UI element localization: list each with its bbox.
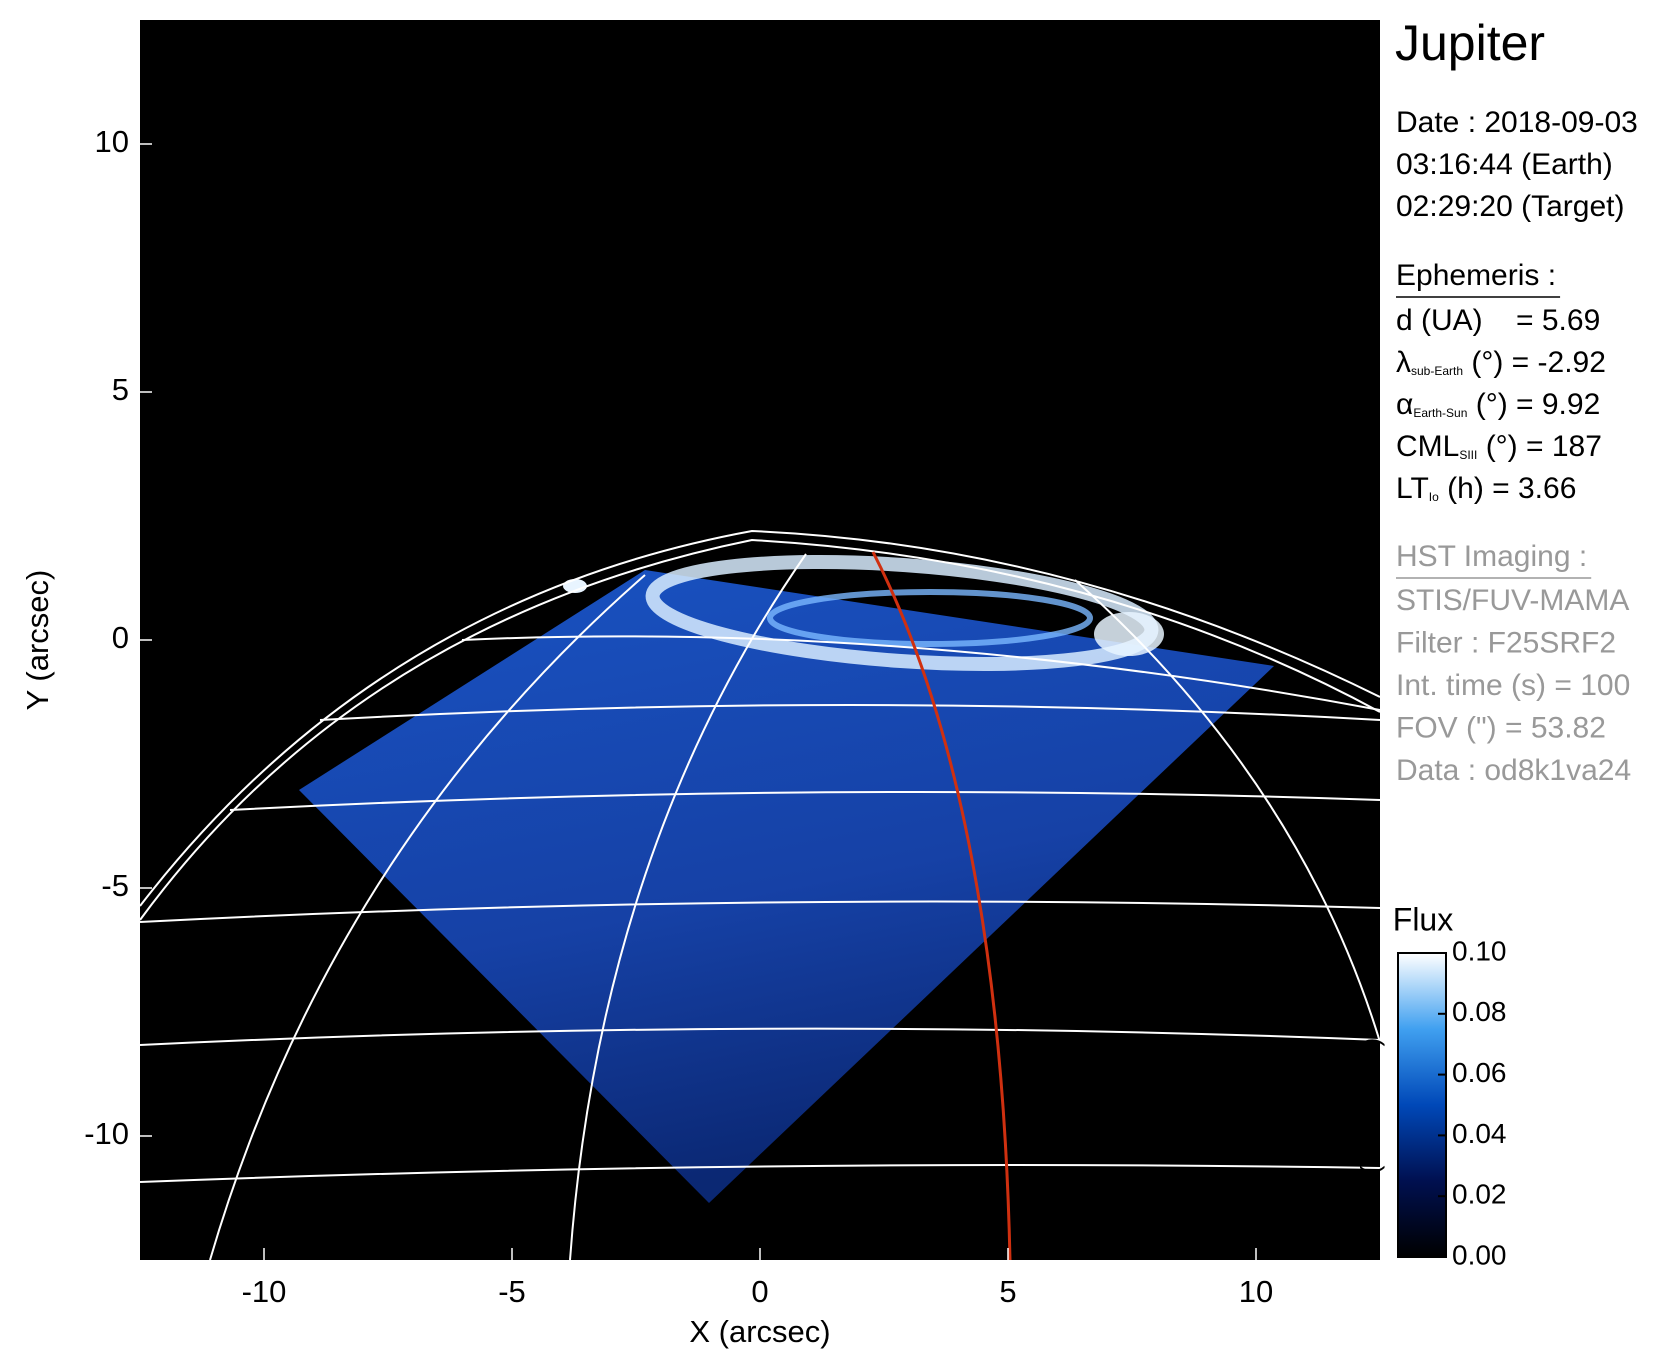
colorbar-tick-label: 0.06: [1452, 1057, 1507, 1088]
title: Jupiter: [1395, 15, 1545, 71]
colorbar-tick-label: 0.02: [1452, 1179, 1507, 1210]
info-text: CML: [1396, 430, 1459, 463]
colorbar: [1397, 952, 1447, 1258]
colorbar-title: Flux: [1393, 901, 1453, 937]
info-line: CMLSIII (°) = 187: [1396, 430, 1602, 463]
x-tick-label: 0: [751, 1274, 768, 1309]
info-text: STIS/FUV-MAMA: [1396, 584, 1629, 617]
info-text: (°) = 9.92: [1467, 388, 1600, 421]
colorbar-tick-label: 0.00: [1452, 1239, 1507, 1270]
info-line: λsub-Earth (°) = -2.92: [1396, 346, 1606, 379]
aurora-spot: [1094, 612, 1164, 656]
y-tick-label: -5: [101, 868, 129, 903]
latitude-line: [140, 1027, 1380, 1046]
info-text: (°) = 187: [1477, 430, 1602, 463]
planet-grid: [140, 529, 1380, 1260]
x-tick-label: 10: [1239, 1274, 1273, 1309]
info-subscript: SIII: [1459, 448, 1477, 462]
colorbar-tick-label: 0.10: [1452, 935, 1507, 966]
longitude-line: [209, 574, 646, 1260]
info-line: FOV (") = 53.82: [1396, 711, 1606, 744]
disk-emission: [299, 570, 1274, 1203]
x-axis-label: X (arcsec): [689, 1314, 830, 1349]
info-line: Data : od8k1va24: [1396, 754, 1631, 787]
info-text: Filter : F25SRF2: [1396, 626, 1616, 659]
date-line: 02:29:20 (Target): [1396, 190, 1624, 223]
info-heading: HST Imaging :: [1396, 540, 1587, 573]
central-meridian: [871, 551, 1012, 1260]
info-text: (h) = 3.66: [1439, 472, 1577, 505]
x-tick-label: 5: [999, 1274, 1016, 1309]
limb: [140, 529, 1380, 907]
info-text: FOV (") = 53.82: [1396, 711, 1606, 744]
info-panel: Date : 2018-09-03 03:16:44 (Earth) 02:29:2…: [1396, 106, 1638, 787]
longitude-line: [569, 553, 807, 1260]
info-line: STIS/FUV-MAMA: [1396, 584, 1629, 617]
latitude-line: [229, 791, 1380, 811]
info-text: Data : od8k1va24: [1396, 754, 1631, 787]
image: [140, 529, 1380, 1260]
info-heading: Ephemeris :: [1396, 259, 1556, 292]
info-line: αEarth-Sun (°) = 9.92: [1396, 388, 1600, 421]
info-text: d (UA) = 5.69: [1396, 304, 1600, 337]
info-text: α: [1396, 388, 1413, 421]
aurora-inner: [767, 589, 1093, 647]
y-tick-label: 5: [112, 372, 129, 407]
limb: [140, 538, 1380, 921]
latitude-line: [140, 1164, 1380, 1183]
info-line: d (UA) = 5.69: [1396, 304, 1600, 337]
info-text: (°) = -2.92: [1463, 346, 1606, 379]
latitude-line: [319, 704, 1380, 721]
colorbar-tick-label: 0.08: [1452, 996, 1507, 1027]
x-tick-label: -10: [242, 1274, 287, 1309]
info-line: Int. time (s) = 100: [1396, 669, 1630, 702]
x-tick-label: -5: [498, 1274, 526, 1309]
longitude-line: [1074, 579, 1380, 1043]
info-subscript: Earth-Sun: [1413, 406, 1467, 420]
latitude-line: [461, 635, 1380, 711]
info-text: LT: [1396, 472, 1429, 505]
y-axis-label: Y (arcsec): [20, 570, 55, 711]
info-text: Int. time (s) = 100: [1396, 669, 1630, 702]
colorbar-tick-label: 0.04: [1452, 1118, 1507, 1149]
sky-mask: [140, 530, 1380, 906]
latitude-line: [140, 900, 1380, 923]
y-tick-label: 0: [112, 620, 129, 655]
y-tick-label: 10: [95, 124, 129, 159]
info-text: λ: [1396, 346, 1411, 379]
info-line: Filter : F25SRF2: [1396, 626, 1616, 659]
info-subscript: sub-Earth: [1411, 364, 1463, 378]
colorbar-label: (counts.s⁻¹): [1355, 1038, 1385, 1175]
info-line: LTIo (h) = 3.66: [1396, 472, 1576, 505]
y-tick-label: -10: [84, 1116, 129, 1151]
info-subscript: Io: [1429, 490, 1439, 504]
date-line: Date : 2018-09-03: [1396, 106, 1638, 139]
date-line: 03:16:44 (Earth): [1396, 148, 1613, 181]
